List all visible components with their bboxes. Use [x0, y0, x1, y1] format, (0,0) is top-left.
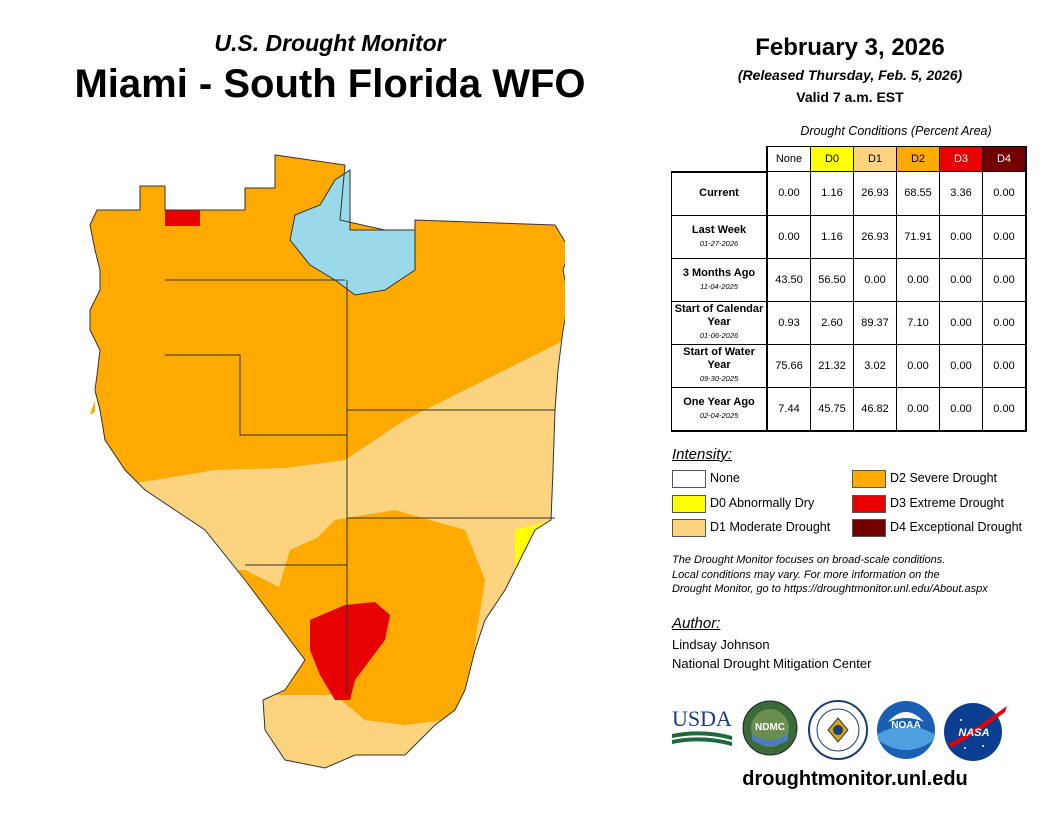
map-kicker: U.S. Drought Monitor — [214, 30, 446, 56]
author-org: National Drought Mitigation Center — [672, 656, 872, 671]
cell: 89.37 — [853, 300, 897, 345]
cell: 0.00 — [982, 214, 1027, 259]
map-title: Miami - South Florida WFO — [74, 62, 586, 106]
legend-swatch — [672, 519, 706, 537]
drought-stats-table: None D0 D1 D2 D3 D4 Current 0.00 1.16 26… — [671, 146, 1027, 432]
cell: 7.44 — [766, 386, 811, 432]
cell: 0.00 — [939, 257, 983, 302]
usda-logo: USDA — [672, 706, 732, 746]
author-name: Lindsay Johnson — [672, 637, 770, 652]
d3-area — [310, 602, 390, 700]
disclaimer-note: The Drought Monitor focuses on broad-sca… — [672, 553, 1042, 597]
row-label: 3 Months Ago 11-04-2025 — [671, 257, 768, 302]
table-row: Last Week 01-27-2026 0.00 1.16 26.93 71.9… — [671, 214, 1027, 259]
website-url[interactable]: droughtmonitor.unl.edu — [742, 768, 968, 790]
cell: 26.93 — [853, 214, 897, 259]
row-label: One Year Ago 02-04-2025 — [671, 386, 768, 432]
legend-swatch — [852, 470, 886, 488]
cell: 68.55 — [896, 171, 940, 216]
cell: 0.00 — [896, 386, 940, 432]
cell: 2.60 — [810, 300, 854, 345]
cell: 43.50 — [766, 257, 811, 302]
cell: 0.93 — [766, 300, 811, 345]
county-borders — [89, 154, 565, 769]
map-date: February 3, 2026 — [755, 34, 945, 61]
usda-logo-text: USDA — [672, 706, 732, 731]
noaa-logo-text: NOAA — [891, 720, 920, 731]
noaa-logo: NOAA — [877, 701, 935, 759]
d1-area — [90, 330, 565, 740]
col-d3: D3 — [939, 146, 983, 172]
col-d2: D2 — [896, 146, 940, 172]
cell: 75.66 — [766, 343, 811, 388]
cell: 3.02 — [853, 343, 897, 388]
table-caption: Drought Conditions (Percent Area) — [800, 124, 992, 138]
cell: 46.82 — [853, 386, 897, 432]
col-d4: D4 — [982, 146, 1027, 172]
cell: 3.36 — [939, 171, 983, 216]
table-row: Current 0.00 1.16 26.93 68.55 3.36 0.00 — [671, 171, 1027, 216]
cell: 45.75 — [810, 386, 854, 432]
table-row: Start of Water Year 09-30-2025 75.66 21.3… — [671, 343, 1027, 388]
d0-south-area — [475, 688, 495, 710]
cell: 1.16 — [810, 171, 854, 216]
cell: 71.91 — [896, 214, 940, 259]
cell: 26.93 — [853, 171, 897, 216]
cell: 0.00 — [939, 300, 983, 345]
commerce-seal — [808, 700, 868, 760]
table-row: One Year Ago 02-04-2025 7.44 45.75 46.82 … — [671, 386, 1027, 432]
row-date: 01-27-2026 — [699, 238, 739, 248]
cell: 0.00 — [896, 343, 940, 388]
cell: 0.00 — [982, 300, 1027, 345]
valid-time: Valid 7 a.m. EST — [796, 89, 904, 105]
cell: 0.00 — [982, 257, 1027, 302]
row-date: 01-06-2026 — [699, 331, 739, 340]
cell: 0.00 — [982, 386, 1027, 432]
legend-swatch — [852, 519, 886, 537]
ndmc-logo: NDMC — [742, 700, 798, 756]
cell: 56.50 — [810, 257, 854, 302]
cell: 0.00 — [766, 171, 811, 216]
cell: 0.00 — [766, 214, 811, 259]
legend-swatch — [672, 495, 706, 513]
col-d0: D0 — [810, 146, 854, 172]
cell: 0.00 — [939, 386, 983, 432]
row-date: 02-04-2025 — [699, 410, 739, 420]
legend-title: Intensity: — [672, 446, 733, 463]
d3-nw-area — [165, 206, 200, 226]
row-label: Current — [671, 171, 768, 216]
table-row: 3 Months Ago 11-04-2025 43.50 56.50 0.00 … — [671, 257, 1027, 302]
cell: 0.00 — [939, 214, 983, 259]
row-label: Start of Calendar Year 01-06-2026 — [671, 300, 768, 345]
row-label: Start of Water Year 09-30-2025 — [671, 343, 768, 388]
row-date: 09-30-2025 — [699, 374, 739, 383]
note-line: Drought Monitor, go to https://droughtmo… — [672, 583, 988, 595]
release-date: (Released Thursday, Feb. 5, 2026) — [737, 67, 963, 83]
author-title: Author: — [672, 615, 721, 632]
legend-swatch — [672, 470, 706, 488]
cell: 21.32 — [810, 343, 854, 388]
ndmc-logo-text: NDMC — [755, 722, 785, 733]
cell: 0.00 — [853, 257, 897, 302]
legend-swatch — [852, 495, 886, 513]
cell: 0.00 — [982, 343, 1027, 388]
nasa-logo-text: NASA — [958, 727, 989, 739]
col-d1: D1 — [853, 146, 897, 172]
cell: 1.16 — [810, 214, 854, 259]
cell: 0.00 — [939, 343, 983, 388]
row-label: Last Week 01-27-2026 — [671, 214, 768, 259]
nasa-logo: NASA — [944, 703, 1007, 761]
cell: 0.00 — [982, 171, 1027, 216]
row-date: 11-04-2025 — [700, 281, 738, 291]
table-header-row: None D0 D1 D2 D3 D4 — [671, 146, 1027, 173]
note-line: The Drought Monitor focuses on broad-sca… — [672, 554, 946, 566]
drought-map — [89, 154, 565, 769]
col-none: None — [766, 146, 811, 172]
cell: 0.00 — [896, 257, 940, 302]
note-line: Local conditions may vary. For more info… — [672, 568, 940, 581]
d0-east-area — [515, 522, 547, 590]
table-row: Start of Calendar Year 01-06-2026 0.93 2.… — [671, 300, 1027, 345]
cell: 7.10 — [896, 300, 940, 345]
